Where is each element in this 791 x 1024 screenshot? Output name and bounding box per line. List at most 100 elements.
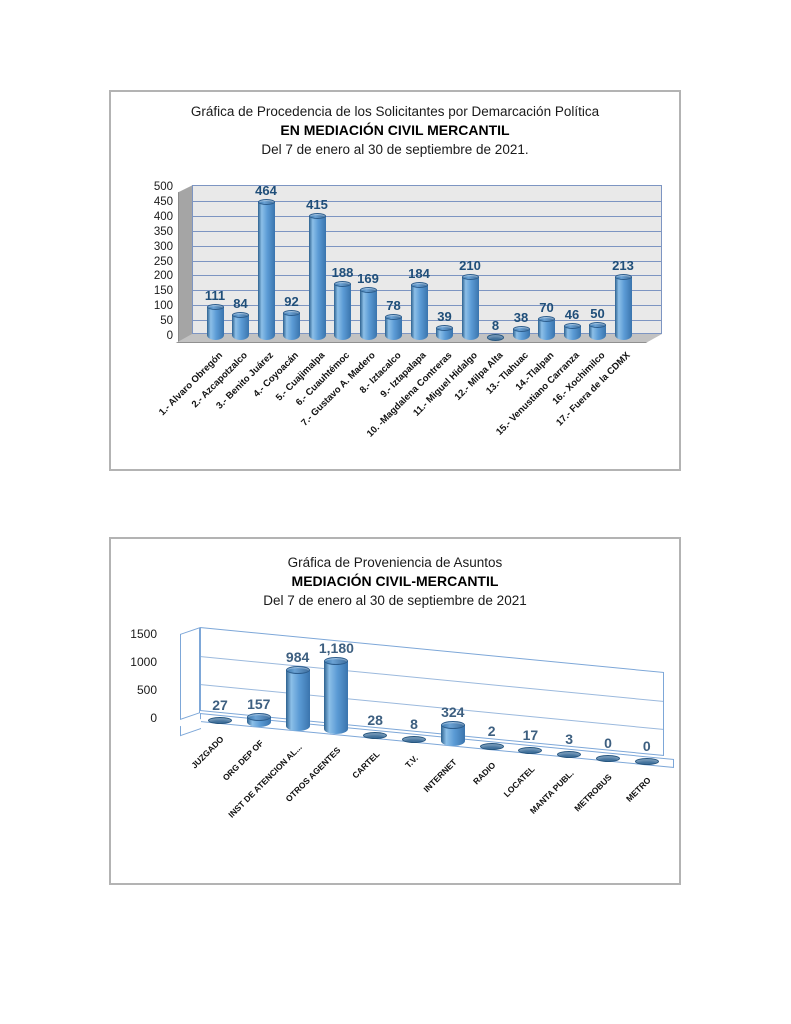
chart2-category-label: INTERNET — [421, 756, 459, 794]
bar-cylinder-cap — [410, 282, 428, 289]
chart1-gridline — [193, 275, 661, 276]
chart2-category-label: CARTEL — [349, 749, 382, 781]
bar-cylinder-cap — [563, 323, 581, 330]
bar-value-label: 0 — [604, 734, 612, 751]
chart2-category-label: METRO — [624, 775, 653, 805]
chart-panel-proveniencia: Gráfica de Proveniencia de Asuntos MEDIA… — [109, 537, 681, 885]
bar-value-label: 1,180 — [318, 640, 354, 657]
bar-cylinder — [461, 277, 479, 340]
chart1-ytick: 0 — [166, 330, 173, 342]
bar-cylinder — [283, 312, 300, 340]
bar-value-label: 38 — [513, 309, 529, 325]
chart2-ytick: 500 — [136, 683, 157, 697]
chart1-content: 500 450 400 350 300 250 200 150 100 50 0 111 1.- Alv… — [111, 92, 679, 469]
bar-value-label: 92 — [284, 293, 299, 309]
bar-cylinder-cap — [334, 280, 351, 287]
chart2-titles: Gráfica de Proveniencia de Asuntos MEDIA… — [111, 553, 679, 610]
chart1-ytick: 300 — [153, 240, 173, 253]
bar-cylinder-cap — [589, 322, 606, 329]
chart1-gridline — [193, 246, 661, 247]
chart1-ytick: 400 — [153, 210, 173, 223]
chart2-category-label: RADIO — [471, 760, 498, 787]
bar-cylinder-cap — [440, 721, 465, 730]
bar-cylinder-cap — [324, 657, 349, 666]
bar-cylinder — [634, 758, 659, 766]
chart2-period: Del 7 de enero al 30 de septiembre de 20… — [263, 593, 527, 608]
bar-cylinder — [487, 334, 504, 341]
chart1-ytick: 50 — [160, 315, 173, 328]
bar-cylinder — [334, 283, 351, 340]
bar-value-label: 46 — [564, 307, 580, 323]
bar-cylinder — [257, 201, 275, 340]
chart1-gridline — [193, 216, 661, 217]
bar-value-label: 169 — [357, 270, 379, 286]
bar-cylinder — [285, 669, 310, 731]
bar-value-label: 984 — [285, 648, 310, 665]
chart2-category-label: MANTA PUBL. — [527, 767, 576, 816]
chart2-category-label: JUZGADO — [189, 734, 227, 771]
bar-cylinder-cap — [512, 325, 530, 332]
bar-value-label: 188 — [331, 264, 354, 280]
bar-cylinder-cap — [246, 713, 271, 722]
chart2-category-label: LOCATEL — [501, 764, 537, 800]
bar-cylinder — [206, 306, 224, 340]
bar-cylinder-cap — [257, 198, 275, 205]
chart2-ytick: 1500 — [130, 627, 157, 641]
bar-cylinder — [518, 747, 543, 755]
bar-cylinder-cap — [614, 273, 632, 280]
bar-cylinder-cap — [206, 303, 224, 310]
bar-value-label: 111 — [204, 287, 226, 303]
bar-cylinder-cap — [538, 316, 555, 323]
chart2-subtitle: MEDIACIÓN CIVIL-MERCANTIL — [291, 573, 499, 589]
bar-value-label: 464 — [255, 182, 277, 198]
chart2-category-label: METROBUS — [572, 771, 615, 814]
chart2-ytick: 1000 — [130, 655, 157, 669]
bar-value-label: 70 — [539, 300, 554, 316]
bar-cylinder-cap — [308, 213, 326, 220]
bar-value-label: 78 — [386, 297, 401, 313]
chart1-ytick: 350 — [153, 225, 173, 238]
bar-cylinder-cap — [461, 274, 479, 281]
bar-value-label: 324 — [441, 704, 465, 721]
bar-cylinder — [324, 661, 349, 735]
chart1-titles: Gráfica de Procedencia de los Solicitant… — [111, 102, 679, 159]
chart1-gridline — [193, 261, 661, 262]
bar-cylinder-cap — [285, 665, 310, 674]
bar-cylinder — [589, 325, 606, 340]
bar-cylinder — [479, 743, 504, 751]
bar-value-label: 8 — [491, 318, 500, 333]
bar-cylinder — [402, 735, 426, 743]
chart2-content: 1500 1000 500 0 27 JUZGADO 157 ORG DEP OF 984 INS… — [111, 539, 679, 883]
bar-cylinder — [596, 754, 620, 762]
bar-value-label: 50 — [590, 306, 605, 322]
bar-value-label: 84 — [233, 295, 248, 311]
chart1-ytick: 500 — [153, 181, 173, 193]
bar-value-label: 157 — [247, 696, 271, 713]
bar-value-label: 213 — [612, 257, 634, 273]
bar-value-label: 39 — [437, 309, 452, 325]
chart2-category-label: ORG DEP OF — [220, 737, 265, 783]
bar-value-label: 415 — [306, 197, 328, 213]
bar-cylinder — [538, 319, 555, 340]
chart2-category-label: T.V. — [403, 752, 421, 770]
bar-value-label: 27 — [212, 697, 228, 713]
bar-value-label: 2 — [487, 723, 496, 740]
bar-cylinder-cap — [385, 313, 402, 320]
bar-cylinder — [359, 289, 377, 340]
bar-cylinder — [308, 216, 326, 340]
bar-value-label: 0 — [642, 738, 651, 755]
bar-cylinder-cap — [232, 311, 249, 318]
bar-cylinder — [385, 316, 402, 340]
chart2-category-label: INST DE ATENCION AL... — [226, 741, 304, 820]
chart1-ytick: 250 — [153, 255, 173, 268]
chart2-ytick: 0 — [150, 711, 157, 725]
chart1-ytick: 450 — [153, 195, 173, 208]
bar-value-label: 17 — [522, 727, 539, 744]
bar-cylinder-cap — [436, 325, 453, 332]
bar-value-label: 210 — [459, 258, 481, 274]
bar-value-label: 28 — [367, 712, 383, 729]
bar-cylinder — [232, 314, 249, 340]
bar-cylinder — [557, 750, 582, 758]
chart1-gridline — [193, 231, 661, 232]
